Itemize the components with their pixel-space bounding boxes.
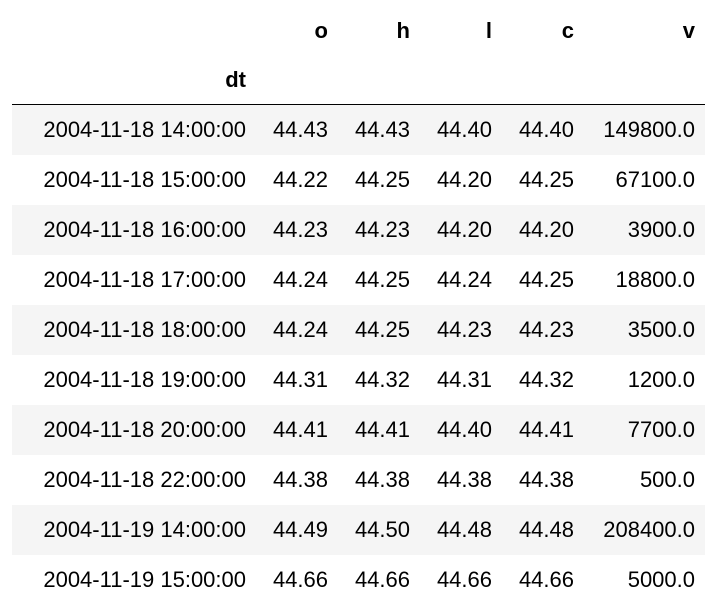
- column-header-o: o: [314, 18, 328, 43]
- cell-v: 5000.0: [627, 566, 695, 592]
- cell-c: 44.66: [518, 566, 574, 592]
- cell-c: 44.25: [518, 166, 574, 192]
- table-body: 2004-11-18 14:00:00 44.43 44.43 44.40 44.40 1…: [12, 104, 705, 605]
- cell-o: 44.23: [272, 216, 328, 242]
- cell-v: 18800.0: [615, 266, 695, 292]
- cell-h: 44.41: [354, 416, 410, 442]
- index-name-spacer: [420, 56, 502, 105]
- cell-c: 44.38: [518, 466, 574, 492]
- cell-o: 44.31: [272, 366, 328, 392]
- cell-l: 44.20: [436, 166, 492, 192]
- column-header-v: v: [682, 18, 695, 43]
- table-row: 2004-11-18 20:00:00 44.41 44.41 44.40 44.41 7…: [12, 404, 705, 455]
- cell-l: 44.48: [436, 516, 492, 542]
- cell-h: 44.25: [354, 166, 410, 192]
- index-corner-cell: [12, 6, 256, 56]
- table-row: 2004-11-18 14:00:00 44.43 44.43 44.40 44.40 1…: [12, 104, 705, 155]
- index-name-spacer: [338, 56, 420, 105]
- index-name-spacer: [502, 56, 584, 105]
- cell-v: 7700.0: [627, 416, 695, 442]
- cell-l: 44.20: [436, 216, 492, 242]
- cell-v: 500.0: [639, 466, 695, 492]
- row-index-datetime: 2004-11-19 15:00:00: [43, 566, 246, 592]
- cell-l: 44.31: [436, 366, 492, 392]
- cell-o: 44.43: [272, 116, 328, 142]
- cell-c: 44.48: [518, 516, 574, 542]
- cell-c: 44.41: [518, 416, 574, 442]
- row-index-datetime: 2004-11-18 15:00:00: [43, 166, 246, 192]
- table-row: 2004-11-18 18:00:00 44.24 44.25 44.23 44.23 3…: [12, 304, 705, 355]
- row-index-datetime: 2004-11-18 17:00:00: [43, 266, 246, 292]
- table-header: o h l c v dt: [12, 6, 705, 105]
- table-row: 2004-11-18 15:00:00 44.22 44.25 44.20 44.25 6…: [12, 154, 705, 205]
- table-row: 2004-11-18 22:00:00 44.38 44.38 44.38 44.38 5…: [12, 454, 705, 505]
- row-index-datetime: 2004-11-18 16:00:00: [43, 216, 246, 242]
- index-name-spacer: [256, 56, 338, 105]
- dataframe-output: o h l c v dt 2004-11-18 14:00:00 44.43 44.…: [12, 6, 705, 605]
- cell-o: 44.24: [272, 266, 328, 292]
- cell-c: 44.25: [518, 266, 574, 292]
- cell-v: 67100.0: [615, 166, 695, 192]
- cell-v: 3500.0: [627, 316, 695, 342]
- row-index-datetime: 2004-11-18 19:00:00: [43, 366, 246, 392]
- table-row: 2004-11-19 15:00:00 44.66 44.66 44.66 44.66 5…: [12, 554, 705, 605]
- index-name-spacer: [584, 56, 705, 105]
- column-header-c: c: [561, 18, 574, 43]
- row-index-datetime: 2004-11-18 22:00:00: [43, 466, 246, 492]
- cell-h: 44.38: [354, 466, 410, 492]
- column-header-row: o h l c v: [12, 6, 705, 56]
- cell-h: 44.23: [354, 216, 410, 242]
- cell-h: 44.43: [354, 116, 410, 142]
- row-index-datetime: 2004-11-19 14:00:00: [43, 516, 246, 542]
- cell-h: 44.66: [354, 566, 410, 592]
- cell-h: 44.25: [354, 266, 410, 292]
- index-name-row: dt: [12, 56, 705, 105]
- cell-c: 44.40: [518, 116, 574, 142]
- cell-o: 44.49: [272, 516, 328, 542]
- cell-o: 44.22: [272, 166, 328, 192]
- cell-l: 44.66: [436, 566, 492, 592]
- table-row: 2004-11-18 17:00:00 44.24 44.25 44.24 44.25 1…: [12, 254, 705, 305]
- cell-o: 44.24: [272, 316, 328, 342]
- column-header-h: h: [396, 18, 410, 43]
- table-row: 2004-11-19 14:00:00 44.49 44.50 44.48 44.48 2…: [12, 504, 705, 555]
- cell-v: 1200.0: [627, 366, 695, 392]
- cell-v: 3900.0: [627, 216, 695, 242]
- cell-o: 44.66: [272, 566, 328, 592]
- cell-l: 44.24: [436, 266, 492, 292]
- cell-c: 44.32: [518, 366, 574, 392]
- cell-h: 44.50: [354, 516, 410, 542]
- cell-l: 44.23: [436, 316, 492, 342]
- cell-h: 44.25: [354, 316, 410, 342]
- cell-v: 149800.0: [603, 116, 695, 142]
- table-row: 2004-11-18 19:00:00 44.31 44.32 44.31 44.32 1…: [12, 354, 705, 405]
- cell-o: 44.38: [272, 466, 328, 492]
- index-name-label: dt: [225, 67, 246, 92]
- table-row: 2004-11-18 16:00:00 44.23 44.23 44.20 44.20 3…: [12, 204, 705, 255]
- cell-c: 44.23: [518, 316, 574, 342]
- cell-c: 44.20: [518, 216, 574, 242]
- cell-v: 208400.0: [603, 516, 695, 542]
- cell-o: 44.41: [272, 416, 328, 442]
- cell-l: 44.40: [436, 116, 492, 142]
- row-index-datetime: 2004-11-18 18:00:00: [43, 316, 246, 342]
- dataframe-table: o h l c v dt 2004-11-18 14:00:00 44.43 44.…: [12, 6, 705, 605]
- cell-l: 44.38: [436, 466, 492, 492]
- row-index-datetime: 2004-11-18 14:00:00: [43, 116, 246, 142]
- column-header-l: l: [485, 18, 492, 43]
- row-index-datetime: 2004-11-18 20:00:00: [43, 416, 246, 442]
- cell-h: 44.32: [354, 366, 410, 392]
- cell-l: 44.40: [436, 416, 492, 442]
